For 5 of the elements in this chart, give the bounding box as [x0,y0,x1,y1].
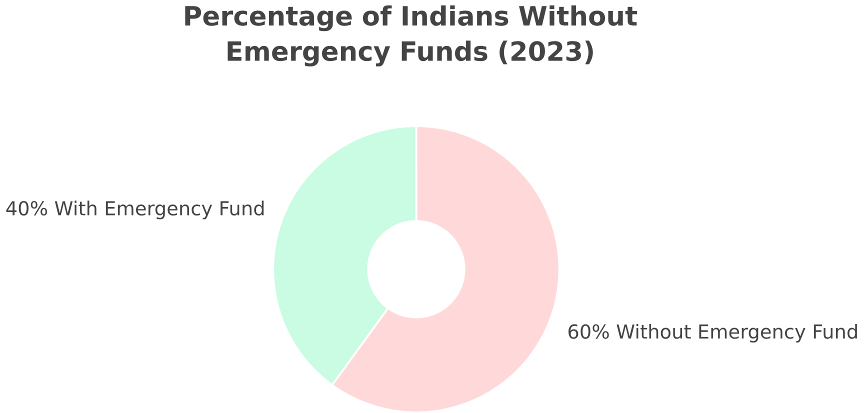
slice-label: Without Emergency Fund [616,324,857,342]
slice-label: With Emergency Fund [54,200,264,220]
chart-title: Percentage of Indians Without Emergency Funds (2023) [185,5,638,66]
data-label: 60% [568,324,609,339]
data-label: 40% [6,200,48,216]
